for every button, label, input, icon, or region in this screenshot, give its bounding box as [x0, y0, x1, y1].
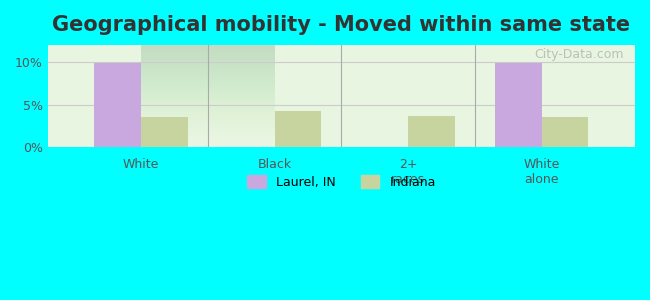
Bar	[94, 63, 141, 147]
Bar	[141, 117, 188, 147]
Bar	[541, 117, 588, 147]
Bar	[495, 63, 541, 147]
Bar	[408, 116, 455, 147]
Title: Geographical mobility - Moved within same state: Geographical mobility - Moved within sam…	[52, 15, 630, 35]
Legend: Laurel, IN, Indiana: Laurel, IN, Indiana	[242, 170, 441, 194]
Bar	[275, 111, 321, 147]
Text: City-Data.com: City-Data.com	[534, 48, 623, 61]
